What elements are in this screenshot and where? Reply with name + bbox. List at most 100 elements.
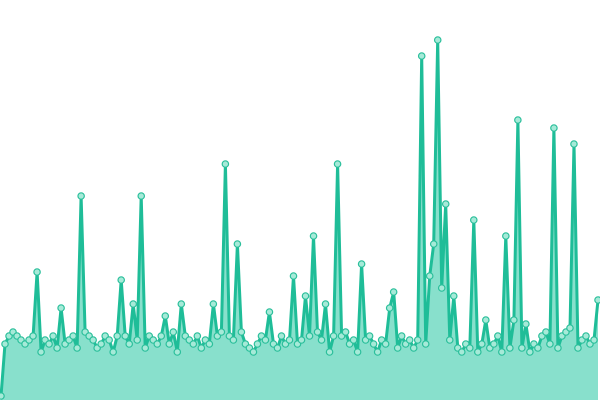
- data-point: [229, 336, 238, 344]
- data-point: [373, 348, 382, 356]
- data-point: [365, 332, 374, 340]
- data-point: [177, 300, 186, 308]
- data-point: [478, 340, 486, 348]
- data-point: [45, 340, 53, 348]
- data-point: [173, 348, 182, 356]
- data-point: [253, 340, 262, 348]
- data-point: [582, 332, 590, 340]
- data-point: [518, 344, 526, 352]
- data-point: [421, 340, 430, 348]
- data-point: [57, 304, 65, 312]
- data-point: [53, 344, 61, 352]
- data-point: [113, 332, 121, 340]
- data-point: [265, 308, 274, 316]
- data-point: [397, 332, 406, 340]
- data-point: [301, 292, 310, 300]
- data-point: [117, 276, 126, 284]
- data-point: [325, 348, 334, 356]
- data-point: [37, 348, 45, 356]
- data-point: [417, 52, 426, 60]
- data-point: [321, 300, 330, 308]
- data-point: [482, 316, 490, 324]
- data-point: [197, 344, 206, 352]
- data-point: [129, 300, 138, 308]
- data-point: [289, 272, 298, 280]
- data-point: [273, 344, 282, 352]
- data-point: [429, 240, 438, 248]
- data-point: [233, 240, 242, 248]
- data-point: [469, 216, 478, 224]
- data-point: [349, 336, 358, 344]
- data-point: [161, 312, 170, 320]
- data-point: [309, 232, 318, 240]
- data-point: [169, 328, 178, 336]
- data-point: [97, 340, 105, 348]
- data-point: [137, 192, 146, 200]
- data-point: [510, 316, 518, 324]
- data-point: [405, 336, 414, 344]
- data-point: [89, 336, 97, 344]
- data-point: [473, 348, 482, 356]
- data-point: [594, 296, 600, 304]
- data-point: [157, 332, 166, 340]
- data-point: [0, 392, 5, 400]
- data-point: [506, 344, 514, 352]
- data-point: [189, 340, 198, 348]
- data-point: [554, 344, 562, 352]
- data-point: [333, 160, 342, 168]
- data-point: [570, 140, 578, 148]
- data-point: [261, 336, 270, 344]
- data-point: [329, 332, 338, 340]
- data-point: [369, 340, 378, 348]
- data-point: [514, 116, 522, 124]
- data-point: [29, 332, 37, 340]
- data-point: [457, 348, 466, 356]
- data-point: [109, 348, 117, 356]
- data-point: [305, 332, 314, 340]
- data-point: [385, 304, 394, 312]
- data-point: [574, 344, 582, 352]
- data-point: [445, 336, 454, 344]
- data-point: [105, 336, 113, 344]
- data-point: [490, 340, 498, 348]
- data-point: [381, 340, 390, 348]
- data-point: [341, 328, 350, 336]
- data-point: [389, 288, 398, 296]
- data-point: [73, 344, 81, 352]
- data-point: [357, 260, 366, 268]
- data-point: [433, 36, 442, 44]
- data-point: [141, 344, 150, 352]
- data-point: [409, 344, 418, 352]
- data-point: [33, 268, 41, 276]
- data-point: [125, 340, 134, 348]
- data-point: [1, 340, 9, 348]
- data-point: [494, 332, 502, 340]
- data-point: [522, 320, 530, 328]
- data-point: [526, 348, 534, 356]
- data-point: [165, 340, 174, 348]
- data-point: [313, 328, 322, 336]
- data-point: [249, 348, 258, 356]
- data-point: [566, 324, 574, 332]
- data-point: [317, 336, 326, 344]
- data-point: [221, 160, 230, 168]
- data-point: [534, 344, 542, 352]
- data-point: [205, 340, 214, 348]
- data-points: [0, 36, 600, 400]
- data-point: [502, 232, 510, 240]
- data-point: [77, 192, 85, 200]
- data-point: [237, 328, 246, 336]
- data-point: [441, 200, 450, 208]
- data-point: [465, 344, 474, 352]
- data-point: [153, 340, 162, 348]
- data-point: [413, 336, 422, 344]
- data-point: [542, 328, 550, 336]
- data-point: [297, 336, 306, 344]
- data-point: [393, 344, 402, 352]
- data-point: [425, 272, 434, 280]
- data-point: [133, 336, 142, 344]
- data-point: [69, 332, 77, 340]
- data-point: [353, 348, 362, 356]
- data-point: [209, 300, 218, 308]
